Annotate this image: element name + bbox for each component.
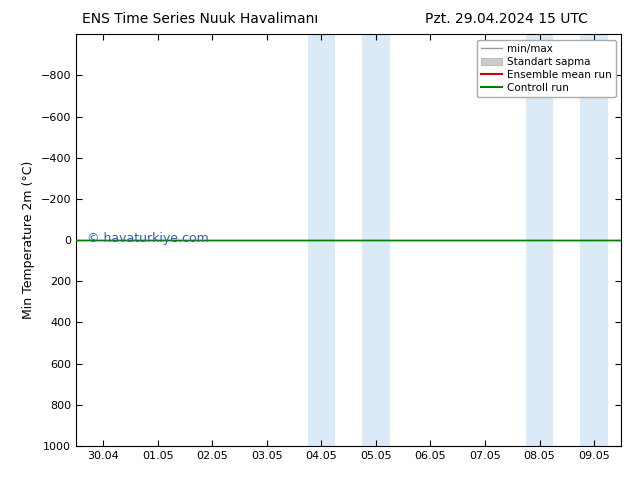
Text: Pzt. 29.04.2024 15 UTC: Pzt. 29.04.2024 15 UTC bbox=[425, 12, 588, 26]
Bar bbox=[526, 34, 553, 446]
Legend: min/max, Standart sapma, Ensemble mean run, Controll run: min/max, Standart sapma, Ensemble mean r… bbox=[477, 40, 616, 97]
Bar bbox=[362, 34, 389, 446]
Y-axis label: Min Temperature 2m (°C): Min Temperature 2m (°C) bbox=[22, 161, 35, 319]
Bar bbox=[307, 34, 335, 446]
Text: ENS Time Series Nuuk Havalimanı: ENS Time Series Nuuk Havalimanı bbox=[82, 12, 319, 26]
Text: © havaturkiye.com: © havaturkiye.com bbox=[87, 232, 209, 245]
Bar bbox=[580, 34, 607, 446]
